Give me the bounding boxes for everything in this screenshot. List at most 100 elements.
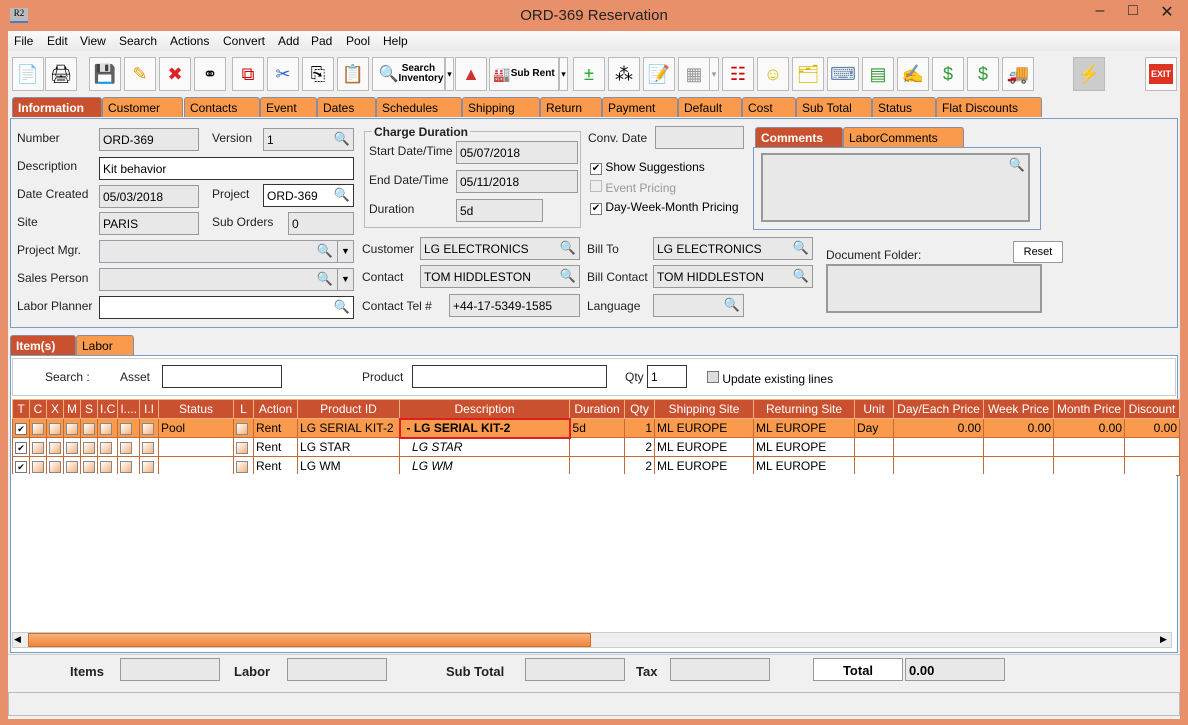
new-icon[interactable]: 📄 <box>12 57 44 91</box>
row-flag-checkbox[interactable] <box>46 437 64 457</box>
money-note-icon[interactable]: $ <box>967 57 999 91</box>
row-flag-checkbox[interactable] <box>80 418 98 438</box>
cell-shipping[interactable]: ML EUROPE <box>654 437 755 457</box>
bill-to-field[interactable]: LG ELECTRONICS 🔍 <box>653 237 813 260</box>
column-header[interactable]: S <box>80 399 98 419</box>
column-header[interactable]: I.... <box>117 399 141 419</box>
column-header[interactable]: Status <box>158 399 235 419</box>
search-icon[interactable]: 🔍 <box>723 297 740 312</box>
truck-icon[interactable]: 🚚 <box>1002 57 1034 91</box>
row-flag-checkbox[interactable]: ✔ <box>12 418 30 438</box>
tab-comments[interactable]: Comments <box>755 127 843 147</box>
paste-icon[interactable]: 📋 <box>337 57 369 91</box>
row-flag-checkbox[interactable] <box>96 456 119 476</box>
cut-icon[interactable]: ✂ <box>267 57 299 91</box>
cell-duration[interactable] <box>569 456 626 476</box>
print-icon[interactable]: 🖨 <box>45 57 77 91</box>
menu-actions[interactable]: Actions <box>170 34 210 48</box>
project-mgr-select[interactable]: 🔍 ▼ <box>99 240 354 263</box>
cell-returning[interactable]: ML EUROPE <box>753 418 856 438</box>
cell-week[interactable]: 0.00 <box>983 418 1055 438</box>
row-l-checkbox[interactable] <box>233 456 255 476</box>
menu-file[interactable]: File <box>14 34 34 48</box>
scroll-right-icon[interactable]: ▶ <box>1160 634 1167 644</box>
language-field[interactable]: 🔍 <box>653 294 744 317</box>
tab-sub-total[interactable]: Sub Total <box>796 97 872 117</box>
cell-day[interactable] <box>893 456 985 476</box>
row-flag-checkbox[interactable] <box>63 456 81 476</box>
calendar-dropdown[interactable]: ▾ <box>709 57 719 91</box>
row-flag-checkbox[interactable] <box>117 437 141 457</box>
column-header[interactable]: M <box>63 399 81 419</box>
tab-shipping[interactable]: Shipping <box>462 97 540 117</box>
cell-discount[interactable]: 0.00 <box>1124 418 1181 438</box>
column-header[interactable]: T <box>12 399 30 419</box>
column-header[interactable]: C <box>29 399 47 419</box>
notes-icon[interactable]: 📝 <box>643 57 675 91</box>
row-flag-checkbox[interactable] <box>29 418 47 438</box>
table-row[interactable]: ✔ Pool Rent LG SERIAL KIT-2- LG SERIAL KIT-… <box>12 417 1181 439</box>
copy-icon[interactable]: ⎘ <box>302 57 334 91</box>
search-icon[interactable]: 🔍 <box>1008 157 1025 172</box>
column-header[interactable]: Month Price <box>1053 399 1126 419</box>
cell-qty[interactable]: 2 <box>624 456 656 476</box>
tab-items[interactable]: Item(s) <box>10 335 76 355</box>
column-header[interactable]: Week Price <box>983 399 1055 419</box>
lightning-icon[interactable]: ⚡ <box>1073 57 1105 91</box>
show-suggestions-checkbox[interactable]: ✔ Show Suggestions <box>590 160 705 175</box>
row-flag-checkbox[interactable] <box>29 437 47 457</box>
description-input[interactable]: Kit behavior <box>99 157 354 180</box>
row-l-checkbox[interactable] <box>233 437 255 457</box>
row-flag-checkbox[interactable]: ✔ <box>12 456 30 476</box>
add-remove-icon[interactable]: ± <box>573 57 605 91</box>
cell-duration[interactable] <box>569 437 626 457</box>
column-header[interactable]: Day/Each Price <box>893 399 985 419</box>
cell-product-id[interactable]: LG SERIAL KIT-2 <box>297 418 401 438</box>
sub-rent-dropdown[interactable]: ▾ <box>559 57 568 91</box>
tab-labor-comments[interactable]: LaborComments <box>843 127 964 147</box>
scrollbar-thumb[interactable] <box>28 633 591 647</box>
cell-qty[interactable]: 2 <box>624 437 656 457</box>
tab-labor[interactable]: Labor <box>76 335 134 355</box>
row-flag-checkbox[interactable] <box>117 418 141 438</box>
binoculars-icon[interactable]: ⚭ <box>194 57 226 91</box>
row-flag-checkbox[interactable] <box>96 418 119 438</box>
cell-product-id[interactable]: LG WM <box>297 456 401 476</box>
search-icon[interactable]: 🔍 <box>333 187 350 202</box>
cell-qty[interactable]: 1 <box>624 418 656 438</box>
cell-unit[interactable]: Day <box>854 418 895 438</box>
cell-week[interactable] <box>983 437 1055 457</box>
column-header[interactable]: I.C <box>96 399 119 419</box>
cell-description[interactable]: - LG SERIAL KIT-2 <box>398 417 571 439</box>
menu-help[interactable]: Help <box>383 34 408 48</box>
copy-order-icon[interactable]: ⧉ <box>232 57 264 91</box>
row-flag-checkbox[interactable] <box>63 418 81 438</box>
row-flag-checkbox[interactable] <box>80 437 98 457</box>
search-icon[interactable]: 🔍 <box>559 268 576 283</box>
comments-textarea[interactable]: 🔍 <box>761 153 1030 222</box>
edit-document-icon[interactable]: ✍ <box>897 57 929 91</box>
scroll-left-icon[interactable]: ◀ <box>14 634 21 644</box>
column-header[interactable]: Product ID <box>297 399 401 419</box>
column-header[interactable]: Qty <box>624 399 656 419</box>
table-row[interactable]: ✔ Rent LG STAR LG STAR 2 ML EUROPE ML EUROPE <box>12 437 1181 457</box>
row-l-checkbox[interactable] <box>233 418 255 438</box>
cell-description[interactable]: LG WM <box>399 456 571 476</box>
dwm-pricing-checkbox[interactable]: ✔ Day-Week-Month Pricing <box>590 200 739 215</box>
asset-input[interactable] <box>162 365 282 388</box>
folder-clock-icon[interactable]: 🗂 <box>792 57 824 91</box>
chevron-down-icon[interactable]: ▼ <box>337 241 353 262</box>
sub-rent-button[interactable]: 🏭 Sub Rent <box>489 57 559 91</box>
cell-returning[interactable]: ML EUROPE <box>753 456 856 476</box>
cell-action[interactable]: Rent <box>253 437 299 457</box>
event-pricing-checkbox[interactable]: Event Pricing <box>590 180 676 195</box>
delete-icon[interactable]: ✖ <box>159 57 191 91</box>
cell-discount[interactable] <box>1124 437 1181 457</box>
cell-month[interactable]: 0.00 <box>1053 418 1126 438</box>
menu-pad[interactable]: Pad <box>311 34 333 48</box>
cell-returning[interactable]: ML EUROPE <box>753 437 856 457</box>
search-icon[interactable]: 🔍 <box>333 131 350 146</box>
tab-status[interactable]: Status <box>872 97 936 117</box>
tab-event[interactable]: Event <box>260 97 317 117</box>
tab-payment[interactable]: Payment <box>602 97 678 117</box>
